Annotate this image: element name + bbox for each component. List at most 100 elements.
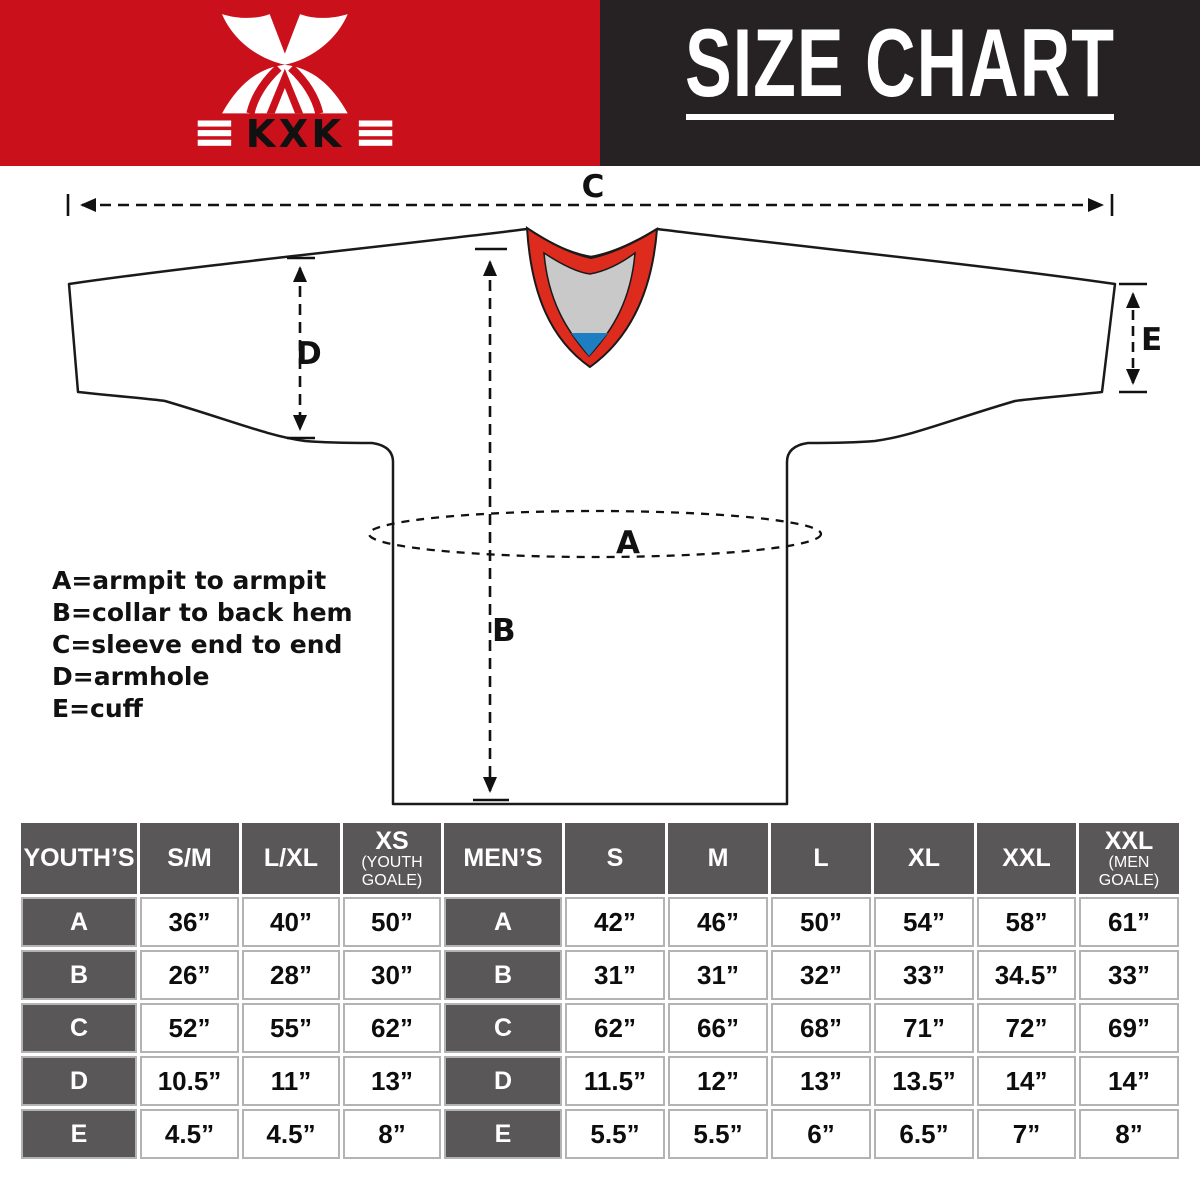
size-cell: 71”: [874, 1003, 974, 1053]
size-cell: 31”: [565, 950, 665, 1000]
size-cell: 52”: [140, 1003, 239, 1053]
size-cell: 6.5”: [874, 1109, 974, 1159]
size-cell: 30”: [343, 950, 441, 1000]
size-cell: 14”: [1079, 1056, 1179, 1106]
measure-ellipse-A: [367, 509, 823, 559]
col-header-sm: S/M: [140, 823, 239, 894]
size-cell: 31”: [668, 950, 768, 1000]
label-B: B: [492, 613, 516, 649]
col-header-m: M: [668, 823, 768, 894]
table-row-C: C 52” 55” 62” C 62” 66” 68” 71” 72” 69”: [21, 1003, 1179, 1053]
size-cell: 6”: [771, 1109, 871, 1159]
label-D: D: [296, 336, 322, 372]
size-cell: 8”: [1079, 1109, 1179, 1159]
table-row-A: A 36” 40” 50” A 42” 46” 50” 54” 58” 61”: [21, 897, 1179, 947]
size-cell: 4.5”: [242, 1109, 340, 1159]
wordmark-side-bars: [197, 120, 393, 146]
page-title: SIZE CHART: [685, 9, 1115, 117]
row-label: D: [444, 1056, 562, 1106]
row-label: A: [444, 897, 562, 947]
size-cell: 10.5”: [140, 1056, 239, 1106]
col-header-xs-youth-goalie: XS (YOUTH GOALE): [343, 823, 441, 894]
size-cell: 58”: [977, 897, 1076, 947]
size-cell: 36”: [140, 897, 239, 947]
row-label: A: [21, 897, 137, 947]
size-cell: 72”: [977, 1003, 1076, 1053]
legend-line-d: D=armhole: [52, 662, 210, 691]
row-label: C: [444, 1003, 562, 1053]
size-cell: 33”: [1079, 950, 1179, 1000]
table-row-B: B 26” 28” 30” B 31” 31” 32” 33” 34.5” 33…: [21, 950, 1179, 1000]
col-header-mens: MEN’S: [444, 823, 562, 894]
size-table: YOUTH’S S/M L/XL XS (YOUTH GOALE) MEN’S …: [18, 820, 1182, 1162]
goalie-size: XS: [375, 826, 409, 855]
measurement-legend: A=armpit to armpit B=collar to back hem …: [52, 565, 353, 725]
size-cell: 4.5”: [140, 1109, 239, 1159]
kxk-butterfly-x-logo-icon: KXK: [197, 14, 393, 157]
legend-line-a: A=armpit to armpit: [52, 566, 327, 595]
size-cell: 46”: [668, 897, 768, 947]
size-cell: 14”: [977, 1056, 1076, 1106]
size-cell: 50”: [343, 897, 441, 947]
row-label: C: [21, 1003, 137, 1053]
brand-wordmark: KXK: [246, 112, 344, 157]
size-cell: 5.5”: [668, 1109, 768, 1159]
table-header-row: YOUTH’S S/M L/XL XS (YOUTH GOALE) MEN’S …: [21, 823, 1179, 894]
collar-inner-gray: [543, 251, 636, 358]
size-cell: 13”: [343, 1056, 441, 1106]
goalie-note: (MEN GOALE): [1098, 854, 1160, 889]
row-label: D: [21, 1056, 137, 1106]
label-A: A: [616, 525, 640, 561]
size-cell: 42”: [565, 897, 665, 947]
jersey-measurement-diagram: C D B E A: [66, 169, 1162, 806]
size-cell: 11”: [242, 1056, 340, 1106]
col-header-l: L: [771, 823, 871, 894]
col-header-youths: YOUTH’S: [21, 823, 137, 894]
size-cell: 11.5”: [565, 1056, 665, 1106]
size-cell: 66”: [668, 1003, 768, 1053]
col-header-s: S: [565, 823, 665, 894]
size-cell: 32”: [771, 950, 871, 1000]
collar-blue-insert: [571, 333, 608, 356]
legend-line-b: B=collar to back hem: [52, 598, 353, 627]
col-header-xxl: XXL: [977, 823, 1076, 894]
size-cell: 13”: [771, 1056, 871, 1106]
size-cell: 13.5”: [874, 1056, 974, 1106]
size-cell: 40”: [242, 897, 340, 947]
size-cell: 55”: [242, 1003, 340, 1053]
jersey-outline: [67, 227, 1117, 806]
size-cell: 5.5”: [565, 1109, 665, 1159]
table-row-D: D 10.5” 11” 13” D 11.5” 12” 13” 13.5” 14…: [21, 1056, 1179, 1106]
col-header-lxl: L/XL: [242, 823, 340, 894]
legend-line-e: E=cuff: [52, 694, 143, 723]
size-cell: 69”: [1079, 1003, 1179, 1053]
size-chart-header: SIZE CHART: [600, 0, 1200, 166]
size-cell: 54”: [874, 897, 974, 947]
size-cell: 33”: [874, 950, 974, 1000]
size-cell: 50”: [771, 897, 871, 947]
size-cell: 8”: [343, 1109, 441, 1159]
size-cell: 28”: [242, 950, 340, 1000]
col-header-xl: XL: [874, 823, 974, 894]
size-cell: 34.5”: [977, 950, 1076, 1000]
size-cell: 26”: [140, 950, 239, 1000]
row-label: B: [444, 950, 562, 1000]
label-E: E: [1141, 322, 1162, 358]
title-underline: [686, 114, 1114, 120]
title-banner: [600, 0, 1200, 166]
size-cell: 12”: [668, 1056, 768, 1106]
row-label: E: [444, 1109, 562, 1159]
size-cell: 7”: [977, 1109, 1076, 1159]
size-cell: 62”: [343, 1003, 441, 1053]
table-row-E: E 4.5” 4.5” 8” E 5.5” 5.5” 6” 6.5” 7” 8”: [21, 1109, 1179, 1159]
goalie-note: (YOUTH GOALE): [361, 854, 423, 889]
goalie-size: XXL: [1104, 826, 1154, 855]
size-cell: 62”: [565, 1003, 665, 1053]
size-cell: 68”: [771, 1003, 871, 1053]
label-C: C: [582, 169, 605, 205]
col-header-xxl-men-goalie: XXL (MEN GOALE): [1079, 823, 1179, 894]
size-cell: 61”: [1079, 897, 1179, 947]
row-label: E: [21, 1109, 137, 1159]
legend-line-c: C=sleeve end to end: [52, 630, 343, 659]
row-label: B: [21, 950, 137, 1000]
